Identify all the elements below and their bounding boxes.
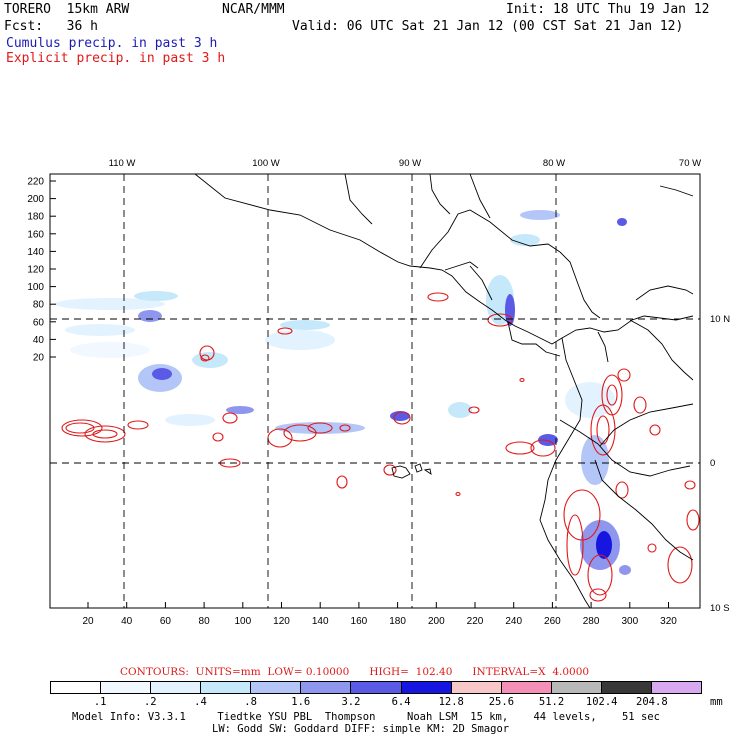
x-tick-label: 280 — [583, 616, 600, 627]
y-tick-label: 40 — [33, 335, 45, 346]
y-tick-label: 80 — [33, 300, 45, 311]
colorbar-label: 102.4 — [585, 696, 618, 708]
init-time: Init: 18 UTC Thu 19 Jan 12 — [506, 2, 710, 17]
colorbar-swatch — [201, 682, 252, 693]
colorbar-label: .2 — [143, 696, 157, 708]
colorbar-swatch — [651, 682, 702, 693]
colorbar-swatch — [551, 682, 602, 693]
colorbar-label: 3.2 — [341, 696, 361, 708]
latitude-label: 10 N — [710, 314, 730, 325]
x-tick-label: 40 — [121, 616, 133, 627]
colorbar-label: 6.4 — [391, 696, 411, 708]
x-tick-label: 260 — [544, 616, 561, 627]
x-tick-label: 20 — [82, 616, 94, 627]
colorbar-swatch — [401, 682, 452, 693]
colorbar-swatch — [601, 682, 652, 693]
cumulus-precip-shading — [55, 210, 631, 575]
x-tick-label: 120 — [273, 616, 290, 627]
colorbar-label: 1.6 — [291, 696, 311, 708]
map-frame — [49, 173, 701, 609]
y-tick-label: 20 — [33, 353, 45, 364]
colorbar-label: .1 — [93, 696, 107, 708]
longitude-label: 100 W — [252, 158, 279, 169]
valid-time: Valid: 06 UTC Sat 21 Jan 12 (00 CST Sat … — [292, 19, 684, 34]
y-tick-label: 100 — [27, 282, 44, 293]
contour-caption: CONTOURS: UNITS=mm LOW= 0.10000 HIGH= 10… — [120, 666, 590, 678]
colorbar-swatch — [51, 682, 102, 693]
x-tick-label: 80 — [199, 616, 211, 627]
field-label-cumulus: Cumulus precip. in past 3 h — [6, 36, 218, 51]
field-label-explicit: Explicit precip. in past 3 h — [6, 51, 226, 66]
colorbar-swatch — [101, 682, 152, 693]
longitude-label: 90 W — [399, 158, 421, 169]
model-info-line2: LW: Godd SW: Goddard DIFF: simple KM: 2D… — [212, 723, 510, 735]
x-tick-label: 240 — [505, 616, 522, 627]
colorbar-label: 25.6 — [488, 696, 515, 708]
colorbar-swatch — [151, 682, 202, 693]
latitude-label: 0 — [710, 458, 715, 469]
colorbar-label: .8 — [244, 696, 257, 708]
x-tick-label: 60 — [160, 616, 172, 627]
x-tick-label: 100 — [234, 616, 251, 627]
colorbar-swatch — [351, 682, 402, 693]
coastlines — [194, 173, 694, 609]
y-tick-label: 220 — [27, 177, 44, 188]
colorbar-label: 51.2 — [538, 696, 565, 708]
colorbar-swatch — [501, 682, 552, 693]
colorbar — [50, 681, 702, 694]
axis-ticks — [50, 180, 669, 608]
longitude-label: 80 W — [543, 158, 565, 169]
y-tick-label: 60 — [33, 317, 45, 328]
organization-label: NCAR/MMM — [222, 2, 285, 17]
x-tick-label: 300 — [621, 616, 638, 627]
y-tick-label: 180 — [27, 212, 44, 223]
y-tick-label: 160 — [27, 229, 44, 240]
longitude-label: 70 W — [679, 158, 701, 169]
y-tick-label: 140 — [27, 247, 44, 258]
y-tick-label: 120 — [27, 265, 44, 276]
colorbar-units: mm — [710, 696, 723, 708]
colorbar-label: 12.8 — [438, 696, 464, 708]
explicit-precip-contours — [61, 292, 700, 602]
graticule — [50, 174, 700, 608]
colorbar-swatch — [251, 682, 302, 693]
x-tick-label: 140 — [312, 616, 329, 627]
y-tick-label: 200 — [27, 194, 44, 205]
x-tick-label: 180 — [389, 616, 406, 627]
x-tick-label: 160 — [351, 616, 368, 627]
colorbar-label: 204.8 — [636, 696, 668, 708]
latitude-label: 10 S — [710, 603, 730, 614]
model-title: TORERO 15km ARW — [4, 2, 130, 17]
colorbar-swatch — [451, 682, 502, 693]
x-tick-label: 220 — [467, 616, 484, 627]
model-info-line1: Model Info: V3.3.1 Tiedtke YSU PBL Thomp… — [72, 711, 660, 723]
colorbar-swatch — [301, 682, 352, 693]
colorbar-label: .4 — [194, 696, 207, 708]
x-tick-label: 200 — [428, 616, 445, 627]
axis-labels: 220 200 180 160 140 120 100 80 60 40 20 20 40 60 80 100… — [27, 158, 730, 627]
x-tick-label: 320 — [660, 616, 677, 627]
longitude-label: 110 W — [109, 158, 136, 169]
forecast-hour: Fcst: 36 h — [4, 19, 98, 34]
